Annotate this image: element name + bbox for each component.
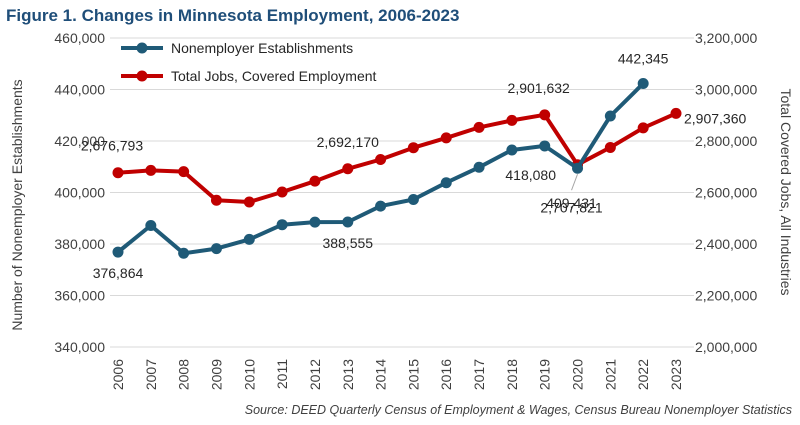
data-point-nonemployer xyxy=(572,162,584,174)
left-tick-label: 400,000 xyxy=(54,185,105,201)
data-label-nonemployer: 376,864 xyxy=(93,265,144,281)
data-point-total-jobs xyxy=(112,167,124,179)
data-point-nonemployer xyxy=(407,193,419,205)
data-point-nonemployer xyxy=(178,247,190,259)
data-point-total-jobs xyxy=(178,166,190,178)
legend-label-total-jobs: Total Jobs, Covered Employment xyxy=(171,68,377,84)
data-labels: 376,864 388,555 418,080 409,431 442,345 2,676… xyxy=(81,50,747,281)
data-point-total-jobs xyxy=(637,122,649,134)
x-tick-label: 2016 xyxy=(438,359,454,390)
right-tick-label: 2,800,000 xyxy=(695,133,757,149)
data-point-nonemployer xyxy=(473,161,485,173)
x-tick-label: 2019 xyxy=(537,359,553,390)
data-point-total-jobs xyxy=(670,107,682,119)
right-tick-label: 2,000,000 xyxy=(695,339,757,355)
data-point-total-jobs xyxy=(539,109,551,121)
x-tick-label: 2011 xyxy=(274,359,290,389)
x-tick-label: 2021 xyxy=(602,359,618,390)
source-note: Source: DEED Quarterly Census of Employm… xyxy=(245,403,792,417)
right-tick-label: 2,400,000 xyxy=(695,236,757,252)
x-tick-label: 2012 xyxy=(307,359,323,390)
data-label-nonemployer: 418,080 xyxy=(505,167,556,183)
data-point-total-jobs xyxy=(342,163,354,175)
left-axis-ticks: 340,000 360,000 380,000 400,000 420,000 440,0… xyxy=(54,30,105,355)
data-point-total-jobs xyxy=(473,121,485,133)
data-label-total-jobs: 2,707,821 xyxy=(540,200,602,216)
data-point-nonemployer xyxy=(112,246,124,258)
x-tick-label: 2020 xyxy=(570,359,586,390)
right-tick-label: 2,600,000 xyxy=(695,185,757,201)
legend-label-nonemployer: Nonemployer Establishments xyxy=(171,40,353,56)
data-point-total-jobs xyxy=(276,186,288,198)
left-tick-label: 460,000 xyxy=(54,30,105,46)
x-tick-label: 2006 xyxy=(110,359,126,390)
data-point-nonemployer xyxy=(637,77,649,89)
data-point-total-jobs xyxy=(506,114,518,126)
left-tick-label: 380,000 xyxy=(54,236,105,252)
x-tick-label: 2022 xyxy=(635,359,651,390)
legend: Nonemployer Establishments Total Jobs, C… xyxy=(121,40,377,84)
data-label-total-jobs: 2,692,170 xyxy=(317,134,379,150)
left-axis-label: Number of Nonemployer Establishments xyxy=(9,79,25,330)
left-tick-label: 440,000 xyxy=(54,82,105,98)
data-point-nonemployer xyxy=(342,216,354,228)
data-label-total-jobs: 2,907,360 xyxy=(684,110,746,126)
right-axis-ticks: 2,000,000 2,200,000 2,400,000 2,600,000 2,80… xyxy=(695,30,757,355)
data-label-nonemployer: 409,431 xyxy=(546,195,597,211)
data-point-nonemployer xyxy=(539,140,551,152)
x-tick-label: 2015 xyxy=(405,359,421,390)
data-label-total-jobs: 2,901,632 xyxy=(508,80,570,96)
left-tick-label: 420,000 xyxy=(54,133,105,149)
data-label-total-jobs: 2,676,793 xyxy=(81,138,143,154)
data-point-total-jobs xyxy=(243,196,255,208)
x-tick-label: 2007 xyxy=(143,359,159,390)
right-axis-label: Total Covered Jobs, All Industries xyxy=(778,89,794,296)
data-point-nonemployer xyxy=(440,177,452,189)
x-tick-label: 2008 xyxy=(176,359,192,390)
data-point-total-jobs xyxy=(145,164,157,176)
data-point-nonemployer xyxy=(276,219,288,231)
right-tick-label: 3,000,000 xyxy=(695,82,757,98)
series-layer xyxy=(112,77,682,259)
data-point-total-jobs xyxy=(375,154,387,166)
x-tick-label: 2018 xyxy=(504,359,520,390)
data-point-nonemployer xyxy=(604,110,616,122)
data-point-nonemployer xyxy=(375,200,387,212)
data-point-total-jobs xyxy=(604,141,616,153)
series-line-total-jobs xyxy=(117,111,677,204)
data-label-nonemployer: 388,555 xyxy=(322,235,373,251)
series-line-nonemployer xyxy=(116,82,645,256)
data-point-nonemployer xyxy=(210,243,222,255)
leader-line xyxy=(571,174,578,191)
data-point-nonemployer xyxy=(243,233,255,245)
data-point-total-jobs xyxy=(309,175,321,187)
data-point-nonemployer xyxy=(145,219,157,231)
data-point-nonemployer xyxy=(309,216,321,228)
right-tick-label: 2,200,000 xyxy=(695,288,757,304)
data-point-total-jobs xyxy=(407,142,419,154)
left-tick-label: 340,000 xyxy=(54,339,105,355)
x-tick-label: 2009 xyxy=(208,359,224,390)
data-point-nonemployer xyxy=(506,144,518,156)
left-tick-label: 360,000 xyxy=(54,288,105,304)
legend-marker-total-jobs xyxy=(136,70,148,82)
x-tick-label: 2014 xyxy=(373,359,389,390)
x-tick-label: 2023 xyxy=(668,359,684,390)
x-axis-ticks: 2006 2007 2008 2009 2010 2011 2012 2013 2014 2015… xyxy=(110,359,684,390)
x-tick-label: 2013 xyxy=(340,359,356,390)
data-label-nonemployer: 442,345 xyxy=(618,50,669,66)
x-tick-label: 2017 xyxy=(471,359,487,390)
right-tick-label: 3,200,000 xyxy=(695,30,757,46)
chart-title: Figure 1. Changes in Minnesota Employmen… xyxy=(6,6,459,25)
data-point-total-jobs xyxy=(210,194,222,206)
gridlines xyxy=(110,37,694,348)
data-point-total-jobs xyxy=(440,132,452,144)
legend-marker-nonemployer xyxy=(136,42,148,54)
x-tick-label: 2010 xyxy=(241,359,257,390)
